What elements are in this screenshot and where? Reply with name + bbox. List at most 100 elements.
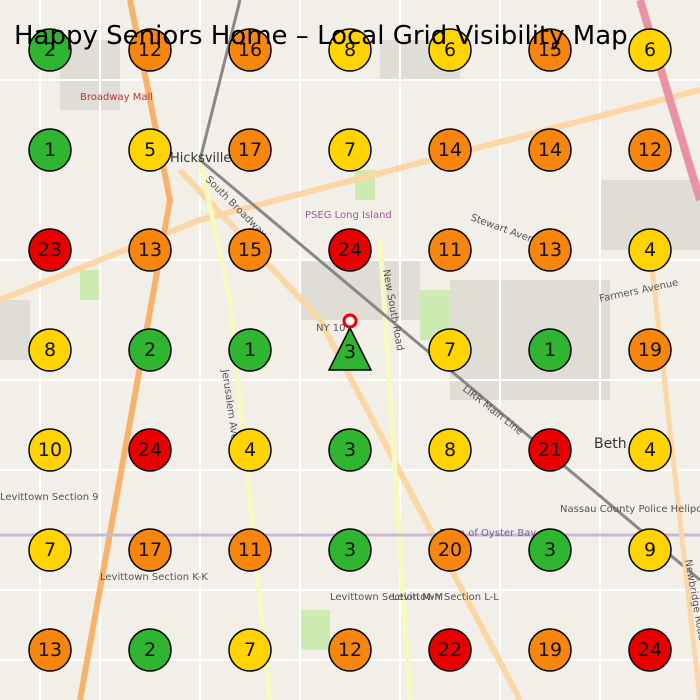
grid-cell [428, 328, 472, 372]
grid-cell [28, 28, 72, 72]
map-label: Town of Oyster Bay [439, 528, 536, 539]
grid-cell [428, 228, 472, 272]
cell-value: 12 [338, 639, 362, 661]
grid-cell [28, 428, 72, 472]
cell-value: 1 [44, 139, 56, 161]
grid-cell [328, 628, 372, 672]
grid-cell [328, 528, 372, 572]
map-label: Levittown Section 9 [0, 492, 99, 503]
center-marker [327, 326, 373, 371]
cell-value: 12 [638, 139, 662, 161]
cell-value: 10 [38, 439, 62, 461]
grid-cell [228, 328, 272, 372]
grid-cell [328, 228, 372, 272]
map-label: Hicksville [170, 151, 231, 166]
cell-value: 7 [44, 539, 56, 561]
grid-cell [228, 28, 272, 72]
cell-value: 3 [344, 341, 356, 363]
grid-cell [228, 128, 272, 172]
grid-cell [28, 228, 72, 272]
cell-value: 14 [538, 139, 562, 161]
cell-value: 12 [138, 39, 162, 61]
map-label: Levittown Section M-M [330, 592, 443, 603]
location-pin [342, 313, 358, 329]
cell-value: 24 [138, 439, 162, 461]
cell-value: 7 [244, 639, 256, 661]
grid-cell [28, 628, 72, 672]
grid-cell [428, 528, 472, 572]
grid-cell [428, 128, 472, 172]
grid-cell [128, 228, 172, 272]
cell-value: 6 [644, 39, 656, 61]
grid-cell [328, 28, 372, 72]
grid-cell [628, 328, 672, 372]
cell-value: 4 [644, 239, 656, 261]
grid-cell [128, 628, 172, 672]
grid-cell [128, 528, 172, 572]
grid-cell [28, 328, 72, 372]
title: Happy Seniors Home – Local Grid Visibili… [14, 21, 628, 51]
cell-value: 15 [238, 239, 262, 261]
grid-cell [628, 528, 672, 572]
cell-value: 13 [538, 239, 562, 261]
grid-cell [528, 528, 572, 572]
cell-value: 2 [144, 639, 156, 661]
grid-cell [128, 328, 172, 372]
cell-value: 13 [38, 639, 62, 661]
grid-cell [528, 228, 572, 272]
cell-value: 20 [438, 539, 462, 561]
grid-cell [428, 628, 472, 672]
grid-cell [528, 428, 572, 472]
cell-value: 11 [438, 239, 462, 261]
grid-cell [428, 428, 472, 472]
grid-cell [628, 428, 672, 472]
grid-cell [528, 128, 572, 172]
grid-cell [228, 428, 272, 472]
cell-value: 7 [344, 139, 356, 161]
grid-cell [428, 28, 472, 72]
cell-value: 2 [144, 339, 156, 361]
grid-cell [128, 28, 172, 72]
grid-cell [128, 128, 172, 172]
cell-value: 1 [544, 339, 556, 361]
cell-value: 16 [238, 39, 262, 61]
grid-cell [228, 628, 272, 672]
cell-value: 22 [438, 639, 462, 661]
grid-cell [628, 228, 672, 272]
cell-value: 6 [444, 39, 456, 61]
map-label: Levittown Section K-K [100, 572, 208, 583]
cell-value: 19 [538, 639, 562, 661]
cell-value: 1 [244, 339, 256, 361]
cell-value: 13 [138, 239, 162, 261]
cell-value: 8 [344, 39, 356, 61]
grid-cell [228, 228, 272, 272]
map-label: Broadway Mall [80, 92, 153, 103]
grid-cell [528, 328, 572, 372]
cell-value: 23 [38, 239, 62, 261]
map-label: Beth [594, 436, 627, 452]
grid-cell [628, 628, 672, 672]
grid-cell [528, 628, 572, 672]
grid-cell [328, 128, 372, 172]
cell-value: 4 [644, 439, 656, 461]
grid-cell [528, 28, 572, 72]
cell-value: 17 [238, 139, 262, 161]
grid-cell [28, 528, 72, 572]
cell-value: 3 [344, 539, 356, 561]
cell-value: 15 [538, 39, 562, 61]
cell-value: 14 [438, 139, 462, 161]
grid-cell [628, 128, 672, 172]
cell-value: 3 [544, 539, 556, 561]
cell-value: 3 [344, 439, 356, 461]
map-label: Nassau County Police Heliport [560, 504, 700, 515]
grid-cell [228, 528, 272, 572]
map-label: Levittown Section L-L [392, 592, 499, 603]
cell-value: 9 [644, 539, 656, 561]
cell-value: 21 [538, 439, 562, 461]
map-label: PSEG Long Island [305, 210, 392, 221]
cell-value: 19 [638, 339, 662, 361]
cell-value: 17 [138, 539, 162, 561]
cell-value: 2 [44, 39, 56, 61]
map-label: NY 107 [316, 323, 352, 334]
